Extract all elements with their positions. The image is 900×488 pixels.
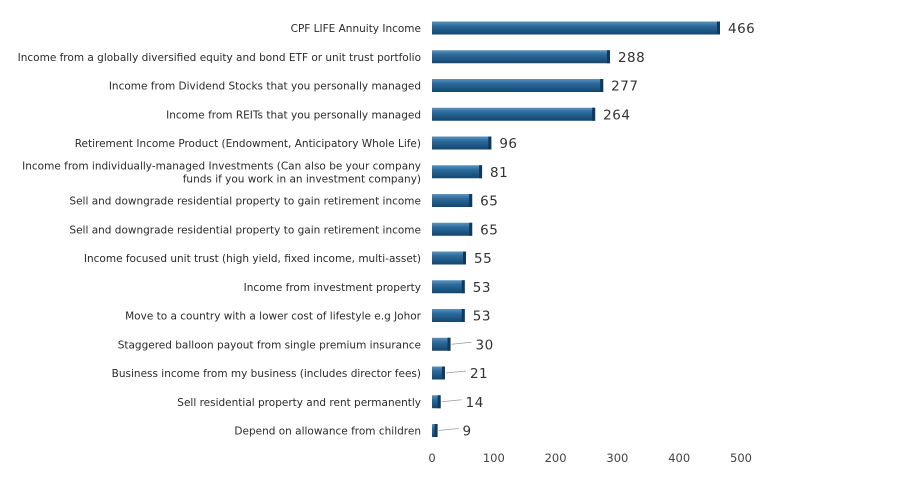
category-label: Sell residential property and rent perma… [177, 397, 421, 409]
category-label: Income from REITs that you personally ma… [166, 109, 421, 121]
category-label: Income from Dividend Stocks that you per… [109, 81, 421, 93]
category-label: Depend on allowance from children [234, 426, 421, 438]
bar-end-cap [469, 222, 473, 236]
data-label: 264 [603, 107, 630, 123]
category-label: CPF LIFE Annuity Income [291, 23, 421, 35]
data-label: 21 [470, 366, 488, 382]
bar [432, 165, 483, 179]
data-label: 53 [473, 309, 491, 325]
leader-line [451, 341, 472, 345]
bar-end-cap [606, 50, 610, 64]
bar [432, 50, 610, 64]
data-label: 96 [499, 136, 517, 152]
bar-end-cap [600, 79, 604, 92]
category-label: Sell and downgrade residential property … [69, 196, 421, 208]
data-label: 14 [466, 395, 484, 411]
data-label: 53 [473, 280, 491, 296]
bar-end-cap [716, 21, 720, 35]
bar-end-cap [441, 366, 445, 380]
bar [432, 337, 451, 351]
category-label: Staggered balloon payout from single pre… [118, 339, 421, 351]
bar-end-cap [462, 251, 466, 265]
bar [432, 395, 441, 409]
bar [432, 107, 596, 121]
category-label: Move to a country with a lower cost of l… [125, 311, 422, 323]
category-label: Income from investment property [244, 282, 421, 294]
data-label: 30 [476, 337, 494, 353]
bar [432, 79, 604, 92]
bar-end-cap [479, 165, 483, 179]
x-tick-label: 300 [606, 451, 628, 465]
category-label: Sell and downgrade residential property … [69, 224, 421, 236]
bar [432, 222, 473, 236]
data-label: 65 [480, 222, 498, 238]
x-tick-label: 100 [483, 451, 505, 465]
bar-end-cap [447, 337, 451, 351]
leader-line [441, 399, 462, 403]
bar-end-cap [469, 194, 473, 207]
x-tick-label: 200 [545, 451, 567, 465]
leader-line [438, 428, 459, 431]
data-label: 466 [728, 21, 755, 37]
bar [432, 251, 466, 265]
category-label: Income from a globally diversified equit… [18, 52, 421, 64]
bar-end-cap [461, 280, 465, 294]
data-label: 277 [611, 79, 638, 95]
bar [432, 136, 492, 150]
leader-line [445, 370, 467, 374]
bar [432, 21, 720, 35]
x-axis: 0 100 200 300 400 500 [428, 451, 752, 465]
data-label: 65 [480, 194, 498, 210]
category-label: Income focused unit trust (high yield, f… [84, 253, 421, 265]
bar [432, 194, 473, 207]
bar-end-cap [434, 424, 438, 437]
data-label: 81 [490, 165, 508, 181]
bar-end-cap [437, 395, 441, 409]
category-label: Income from individually-managed Investm… [22, 160, 421, 185]
bars: CPF LIFE Annuity Income 466 Income from a … [18, 21, 755, 440]
bar-end-cap [488, 136, 492, 150]
x-tick-label: 0 [428, 451, 435, 465]
data-label: 288 [618, 50, 645, 66]
data-label: 55 [474, 251, 492, 267]
category-label: Retirement Income Product (Endowment, An… [75, 138, 421, 150]
data-label: 9 [463, 424, 472, 440]
bar [432, 309, 465, 322]
bar [432, 366, 445, 380]
category-label: Business income from my business (includ… [112, 368, 421, 380]
x-tick-label: 500 [730, 451, 752, 465]
x-tick-label: 400 [668, 451, 690, 465]
bar [432, 280, 465, 294]
bar-end-cap [461, 309, 465, 322]
bar-end-cap [592, 107, 596, 121]
